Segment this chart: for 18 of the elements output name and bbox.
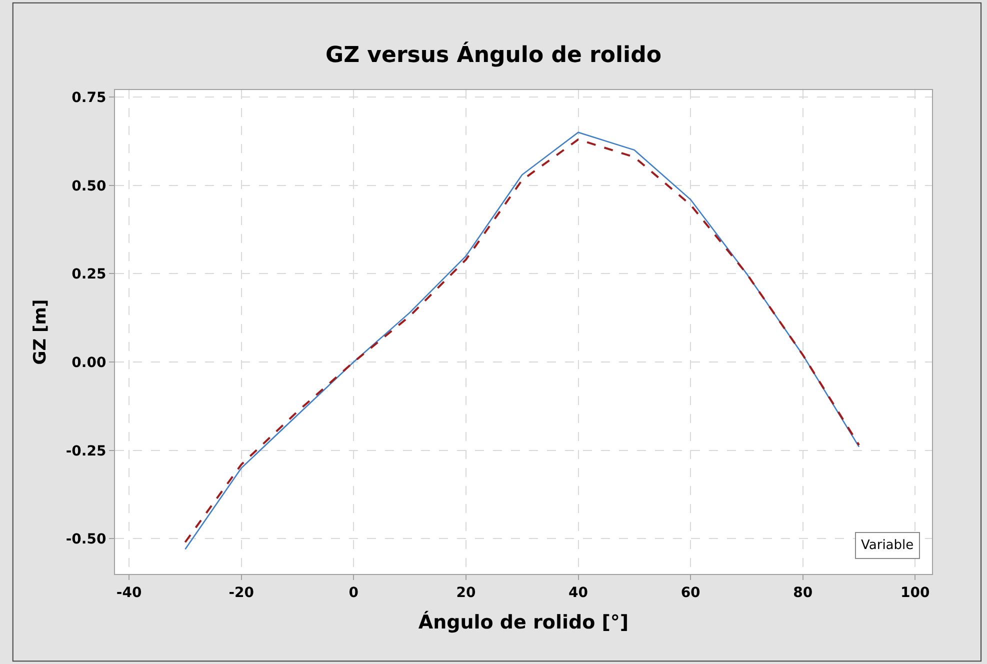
x-tick-label: 60: [680, 584, 701, 601]
y-tick-label: 0.00: [72, 354, 106, 371]
x-tick-label: 20: [456, 584, 476, 601]
x-axis-title: Ángulo de rolido [°]: [418, 610, 629, 634]
chart-title: GZ versus Ángulo de rolido: [326, 40, 662, 68]
y-tick-label: 0.75: [72, 90, 106, 106]
x-tick-label: -40: [116, 584, 142, 601]
y-axis-title: GZ [m]: [30, 299, 50, 365]
x-tick-label: 100: [900, 584, 930, 601]
y-tick-label: -0.50: [66, 532, 106, 548]
x-tick-label: 80: [793, 584, 813, 601]
y-tick-label: 0.50: [72, 178, 106, 194]
x-tick-label: 0: [348, 584, 359, 601]
annotation: Variable: [861, 538, 914, 553]
y-tick-label: -0.25: [66, 443, 106, 460]
x-tick-label: 40: [568, 584, 588, 601]
y-tick-label: 0.25: [72, 266, 106, 283]
x-tick-label: -20: [228, 584, 254, 601]
